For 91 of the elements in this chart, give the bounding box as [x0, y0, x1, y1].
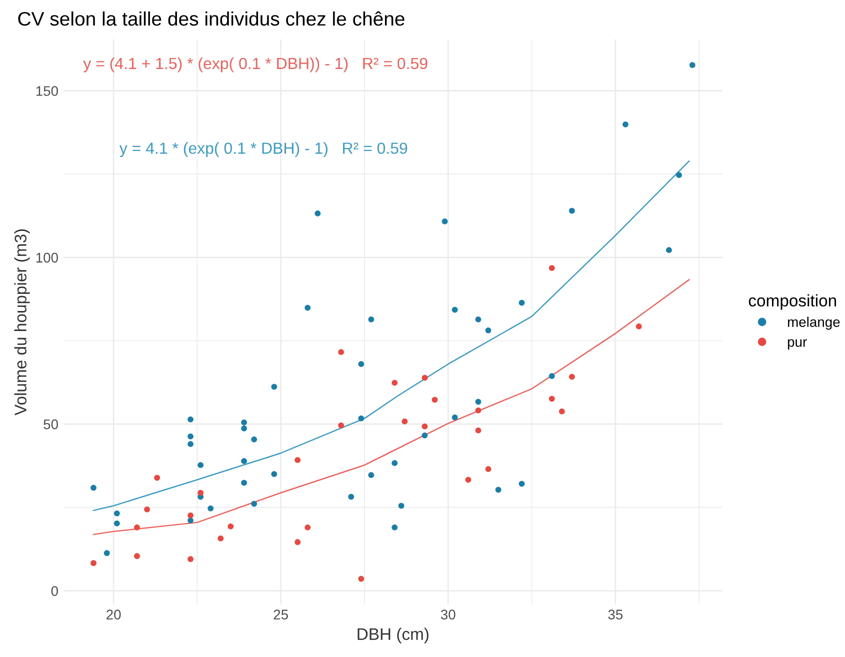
point: [548, 396, 555, 402]
annotation: y = 4.1 * (exp( 0.1 * DBH) - 1) R² = 0.59: [119, 142, 408, 158]
point: [475, 398, 482, 405]
point: [368, 472, 374, 478]
point: [568, 374, 575, 380]
y-axis-title: Volume du houppier (m3): [14, 229, 30, 416]
point: [465, 476, 472, 483]
point: [548, 265, 555, 272]
point: [304, 524, 311, 530]
point: [398, 502, 404, 509]
point: [518, 300, 525, 306]
point: [432, 396, 438, 403]
chart-title: CV selon la taille des individus chez le chêne: [18, 11, 404, 26]
point: [271, 384, 278, 390]
x-axis-title: DBH (cm): [358, 628, 428, 644]
point: [558, 408, 565, 414]
point: [666, 247, 672, 254]
point: [338, 349, 344, 356]
point: [422, 374, 428, 381]
x-tick-label: 30: [440, 610, 456, 620]
point: [368, 316, 374, 322]
point: [114, 520, 120, 526]
point: [294, 539, 301, 546]
point: [568, 208, 575, 214]
point: [358, 576, 364, 582]
point: [475, 407, 482, 414]
point: [422, 423, 428, 430]
point: [442, 218, 448, 224]
line-series: [92, 160, 690, 512]
point: [198, 462, 204, 468]
point: [104, 550, 110, 556]
point: [636, 323, 642, 330]
point: [241, 419, 247, 426]
y-tick-label: 150: [36, 86, 58, 96]
legend-label: pur: [788, 339, 807, 350]
point: [134, 524, 140, 530]
point: [241, 458, 247, 464]
point: [294, 457, 301, 464]
y-tick-label: 0: [51, 586, 58, 596]
point: [452, 414, 458, 420]
point: [134, 553, 140, 560]
legend-title: composition: [748, 294, 836, 310]
y-tick-label: 50: [44, 419, 58, 430]
point: [689, 62, 696, 68]
point: [144, 506, 150, 512]
point: [154, 474, 160, 481]
point: [475, 316, 482, 322]
point: [452, 306, 458, 313]
line-series: [92, 279, 690, 536]
legend-label: melange: [788, 316, 840, 330]
point: [251, 436, 258, 442]
point: [548, 373, 555, 380]
point: [475, 427, 482, 434]
x-tick-label: 35: [608, 610, 623, 620]
y-tick-label: 100: [36, 252, 58, 263]
point: [392, 380, 398, 386]
point: [358, 361, 364, 368]
point: [90, 484, 96, 491]
x-tick-label: 25: [274, 610, 288, 620]
point: [348, 494, 354, 500]
point: [241, 480, 247, 486]
point: [304, 304, 311, 311]
point: [241, 425, 247, 432]
point: [485, 327, 492, 334]
point: [188, 441, 194, 448]
point: [485, 466, 492, 472]
point: [392, 460, 398, 466]
point: [114, 510, 120, 516]
x-tick-label: 20: [106, 610, 121, 620]
point: [208, 505, 214, 512]
point: [622, 121, 628, 128]
point: [271, 471, 278, 478]
point: [188, 416, 194, 422]
point: [392, 524, 398, 530]
point: [90, 560, 96, 566]
point: [188, 512, 194, 518]
point: [251, 500, 258, 507]
point: [198, 490, 204, 496]
point: [358, 415, 364, 422]
point: [228, 523, 234, 530]
point: [422, 432, 428, 438]
point: [676, 172, 682, 178]
point: [188, 433, 194, 440]
point: [402, 418, 408, 424]
point: [518, 480, 525, 487]
point: [188, 556, 194, 562]
point: [314, 210, 321, 216]
annotation: y = (4.1 + 1.5) * (exp( 0.1 * DBH)) - 1) R² = 0.59: [83, 57, 428, 72]
point: [338, 422, 344, 428]
point: [495, 486, 502, 493]
point: [218, 535, 224, 542]
